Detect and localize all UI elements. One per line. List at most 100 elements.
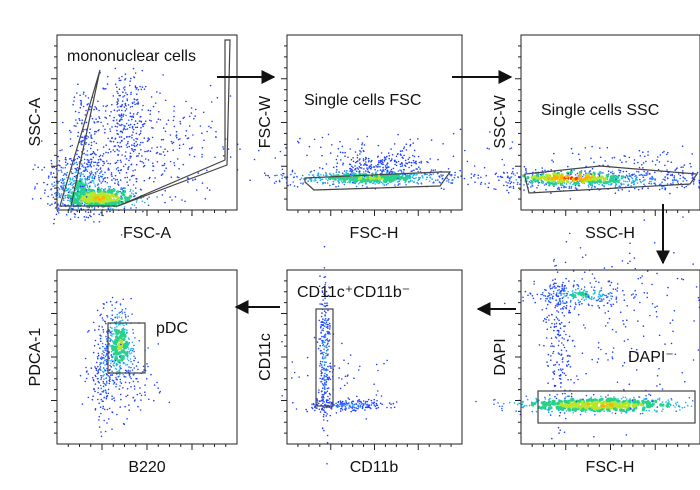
cell-dot: [316, 181, 319, 184]
cell-dot: [128, 166, 130, 168]
cell-dot: [117, 351, 121, 355]
cell-dot: [378, 161, 380, 164]
cell-dot: [75, 177, 77, 179]
cell-dot: [580, 400, 584, 404]
cell-dot: [637, 161, 639, 164]
cell-dot: [370, 166, 373, 169]
cell-dot: [47, 203, 49, 205]
cell-dot: [391, 158, 393, 160]
cell-dot: [612, 303, 615, 306]
cell-dot: [321, 366, 324, 369]
cell-dot: [559, 327, 562, 330]
cell-dot: [598, 293, 600, 296]
cell-dot: [60, 181, 63, 184]
cell-dot: [90, 134, 92, 136]
cell-dot: [111, 395, 113, 398]
cell-dot: [147, 159, 150, 161]
cell-dot: [139, 160, 142, 163]
cell-dot: [322, 367, 325, 370]
cell-dot: [519, 188, 521, 191]
cell-dot: [161, 194, 164, 196]
cell-dot: [71, 144, 73, 147]
cell-dot: [130, 163, 133, 165]
cell-dot: [552, 172, 556, 176]
cell-dot: [85, 141, 87, 144]
cell-dot: [325, 368, 328, 370]
cell-dot: [37, 166, 39, 169]
cell-dot: [325, 375, 327, 378]
cell-dot: [376, 170, 379, 172]
cell-dot: [530, 186, 532, 188]
cell-dot: [660, 183, 662, 185]
cell-dot: [663, 178, 666, 181]
cell-dot: [135, 180, 138, 183]
cell-dot: [316, 407, 318, 409]
cell-dot: [453, 176, 456, 179]
cell-dot: [176, 158, 179, 160]
cell-dot: [404, 181, 407, 184]
cell-dot: [624, 405, 628, 409]
cell-dot: [382, 166, 384, 169]
cell-dot: [322, 395, 325, 398]
cell-dot: [560, 176, 564, 181]
cell-dot: [363, 144, 366, 146]
cell-dot: [387, 182, 390, 185]
cell-dot: [322, 329, 325, 332]
cell-dot: [90, 188, 94, 193]
cell-dot: [120, 161, 122, 163]
cell-dot: [79, 106, 82, 109]
cell-dot: [675, 410, 677, 413]
cell-dot: [475, 400, 477, 403]
cell-dot: [120, 79, 122, 82]
cell-dot: [121, 75, 123, 78]
cell-dot: [321, 312, 323, 314]
cell-dot: [133, 388, 136, 390]
cell-dot: [589, 184, 592, 187]
cell-dot: [561, 361, 564, 363]
cell-dot: [102, 319, 104, 321]
cell-dot: [417, 170, 420, 173]
cell-dot: [70, 171, 73, 173]
cell-dot: [339, 402, 342, 405]
cell-dot: [651, 176, 654, 179]
cell-dot: [677, 182, 680, 185]
cell-dot: [506, 189, 508, 192]
cell-dot: [95, 142, 98, 145]
cell-dot: [57, 212, 60, 214]
cell-dot: [400, 150, 402, 152]
cell-dot: [420, 182, 423, 184]
cell-dot: [278, 179, 281, 182]
cell-dot: [561, 307, 564, 309]
cell-dot: [118, 375, 121, 378]
cell-dot: [335, 171, 338, 173]
cell-dot: [351, 405, 354, 408]
cell-dot: [543, 294, 545, 297]
cell-dot: [347, 156, 349, 159]
cell-dot: [567, 297, 569, 299]
cell-dot: [132, 193, 135, 195]
cell-dot: [110, 317, 112, 320]
cell-dot: [135, 88, 137, 90]
cell-dot: [103, 162, 105, 165]
cell-dot: [627, 177, 629, 179]
cell-dot: [91, 398, 94, 401]
cell-dot: [132, 396, 135, 399]
cell-dot: [480, 176, 482, 179]
cell-dot: [588, 304, 590, 307]
cell-dot: [533, 280, 535, 283]
cell-dot: [373, 398, 376, 401]
cell-dot: [105, 338, 108, 340]
cell-dot: [152, 165, 155, 167]
cell-dot: [119, 179, 122, 181]
cell-dot: [324, 317, 327, 320]
cell-dot: [577, 285, 580, 288]
cell-dot: [345, 400, 347, 402]
cell-dot: [73, 100, 75, 102]
cell-dot: [415, 162, 417, 165]
cell-dot: [572, 297, 575, 299]
cell-dot: [125, 395, 127, 398]
cell-dot: [118, 371, 120, 373]
cell-dot: [80, 174, 82, 176]
cell-dot: [81, 123, 83, 125]
cell-dot: [321, 351, 324, 354]
